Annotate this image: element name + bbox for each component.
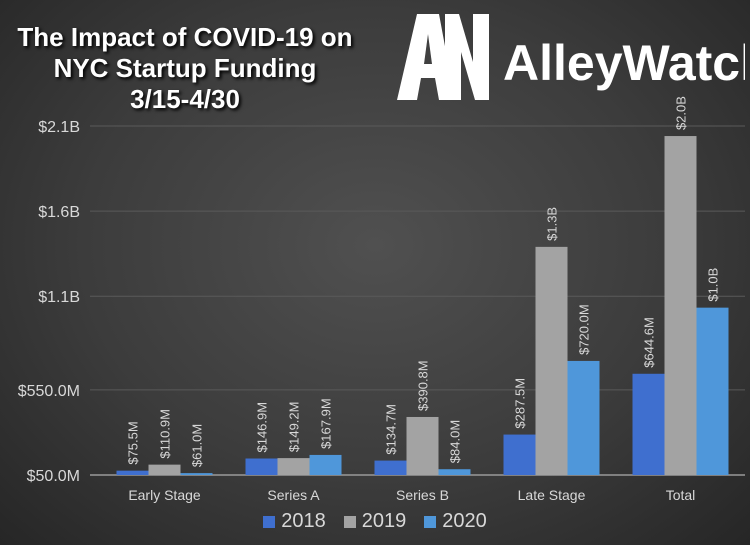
data-label: $2.0B [674, 96, 689, 130]
bar-2019-total [664, 136, 697, 476]
bar-2018-series-a [245, 458, 278, 475]
bar-2018-series-b [374, 460, 407, 475]
x-tick-label: Series A [267, 487, 320, 503]
y-tick-label: $50.0M [27, 468, 80, 485]
legend-label: 2019 [361, 510, 407, 532]
data-label: $390.8M [416, 360, 431, 411]
bar-2019-late-stage [535, 246, 568, 475]
bar-2018-late-stage [503, 434, 536, 475]
legend-swatch [343, 515, 356, 528]
bar-2019-early-stage [148, 464, 181, 475]
bar-2020-series-b [438, 469, 471, 475]
x-tick-label: Early Stage [128, 487, 201, 503]
legend-label: 2018 [281, 510, 326, 532]
data-label: $146.9M [255, 402, 270, 453]
y-tick-label: $1.6B [38, 204, 80, 221]
legend-label: 2020 [442, 510, 487, 532]
data-label: $167.9M [319, 398, 334, 449]
data-label: $287.5M [513, 378, 528, 429]
legend-item-2019: 2019 [343, 510, 407, 533]
data-label: $1.0B [706, 268, 721, 302]
data-label: $149.2M [287, 402, 302, 453]
legend: 2018 2019 2020 [0, 510, 750, 533]
bar-2019-series-a [277, 458, 310, 475]
title-line-2: NYC Startup Funding [53, 53, 317, 83]
data-label: $720.0M [577, 304, 592, 355]
data-label: $84.0M [448, 420, 463, 463]
title-line-1: The Impact of COVID-19 on [17, 22, 353, 52]
y-tick-label: $1.1B [38, 289, 80, 306]
legend-swatch [424, 515, 437, 528]
legend-swatch [263, 515, 276, 528]
data-label: $644.6M [642, 317, 657, 368]
chart-title: The Impact of COVID-19 on NYC Startup Fu… [0, 22, 370, 115]
x-tick-label: Late Stage [518, 487, 586, 503]
x-tick-label: Series B [396, 487, 449, 503]
y-tick-label: $550.0M [18, 383, 80, 400]
bar-2018-early-stage [116, 470, 149, 475]
legend-item-2020: 2020 [424, 510, 487, 533]
bar-2020-series-a [309, 454, 342, 475]
bar-2020-early-stage [180, 473, 213, 475]
bar-2020-total [696, 307, 729, 475]
x-tick-label: Total [666, 487, 696, 503]
data-label: $1.3B [545, 207, 560, 241]
y-tick-label: $2.1B [38, 119, 80, 136]
data-label: $61.0M [190, 424, 205, 467]
svg-text:AlleyWatch: AlleyWatch [503, 35, 745, 91]
bar-2020-late-stage [567, 360, 600, 475]
title-line-3: 3/15-4/30 [130, 84, 240, 114]
data-label: $75.5M [126, 421, 141, 464]
bar-2019-series-b [406, 416, 439, 475]
data-label: $134.7M [384, 404, 399, 455]
bar-2018-total [632, 373, 665, 475]
data-label: $110.9M [158, 409, 173, 459]
alleywatch-logo: AlleyWatch [397, 14, 745, 100]
legend-item-2018: 2018 [263, 510, 326, 533]
